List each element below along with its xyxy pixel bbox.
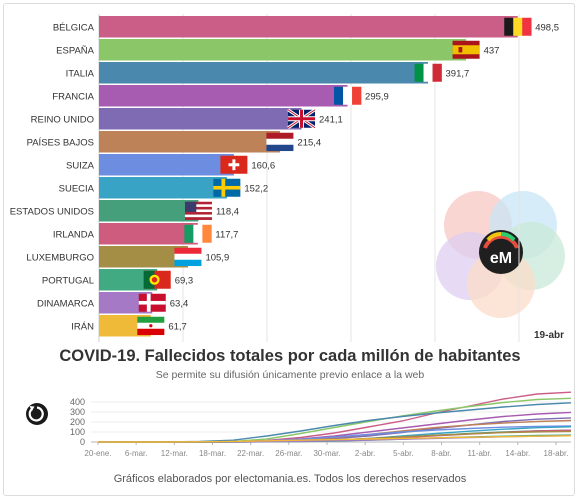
replay-button[interactable] (26, 403, 48, 425)
italy-flag-icon (414, 63, 442, 82)
bar-value-label: 437 (484, 45, 500, 56)
ireland-flag-icon (184, 224, 212, 243)
bar-category-label: ITALIA (66, 68, 95, 79)
bar-row: ESTADOS UNIDOS 118,4 (10, 200, 239, 222)
bar (99, 108, 302, 130)
line-x-tick-label: 18-abr. (544, 449, 569, 458)
bar (99, 177, 227, 199)
line-x-tick-label: 18-mar. (199, 449, 226, 458)
chart-canvas: eM BÉLGICA 498,5 ESPAÑA 437 ITALIA 391,7 FRANC… (10, 14, 572, 485)
footer-credits: Gráficos elaborados por electomania.es. … (114, 473, 467, 485)
line-y-tick-label: 200 (70, 417, 85, 427)
switzerland-flag-icon (220, 155, 248, 174)
bar (99, 62, 429, 84)
netherlands-flag-icon (266, 132, 294, 152)
united-kingdom-flag-icon (287, 108, 316, 129)
bar-value-label: 118,4 (216, 206, 239, 217)
bar-row: ITALIA 391,7 (66, 62, 470, 84)
bar-row: FRANCIA 295,9 (52, 85, 389, 107)
bar-category-label: SUIZA (66, 160, 95, 171)
line-y-tick-label: 400 (70, 397, 85, 407)
bar (99, 269, 158, 291)
line-x-tick-label: 5-abr. (393, 449, 413, 458)
bar (99, 154, 234, 176)
bar-value-label: 117,7 (215, 229, 238, 240)
spain-flag-icon (452, 40, 480, 59)
line-x-tick-label: 26-mar. (275, 449, 302, 458)
bar-category-label: FRANCIA (52, 91, 94, 102)
bar-value-label: 295,9 (365, 91, 389, 102)
line-x-tick-label: 6-mar. (125, 449, 148, 458)
line-x-tick-label: 12-mar. (161, 449, 188, 458)
denmark-flag-icon (138, 293, 166, 312)
line-x-tick-label: 30-mar. (313, 449, 340, 458)
bar-row: IRLANDA 117,7 (53, 223, 238, 245)
bar-value-label: 105,9 (205, 252, 229, 263)
logo-text: eM (490, 250, 512, 267)
united-states-flag-icon (184, 201, 212, 220)
bar-category-label: PAÍSES BAJOS (27, 137, 94, 148)
line-series (98, 435, 572, 443)
line-x-tick-label: 14-abr. (505, 449, 530, 458)
bar-row: IRÁN 61,7 (71, 315, 187, 337)
line-x-tick-label: 20-ene. (84, 449, 111, 458)
bar (99, 223, 198, 245)
bar-row: SUECIA 152,2 (59, 177, 268, 199)
bar (99, 246, 188, 268)
bar-row: BÉLGICA 498,5 (53, 16, 559, 38)
bar-value-label: 63,4 (170, 298, 189, 309)
bar-category-label: PORTUGAL (42, 275, 94, 286)
line-y-tick-label: 100 (70, 427, 85, 437)
bar-row: REINO UNIDO 241,1 (31, 108, 343, 130)
bar (99, 85, 348, 107)
electomania-logo: eM (436, 191, 565, 318)
line-y-tick-label: 0 (80, 437, 85, 447)
bar-value-label: 69,3 (175, 275, 194, 286)
bar-category-label: DINAMARCA (37, 298, 95, 309)
chart-frame: eM BÉLGICA 498,5 ESPAÑA 437 ITALIA 391,7 FRANC… (3, 3, 575, 496)
bar (99, 39, 467, 61)
chart-subtitle: Se permite su difusión únicamente previo… (156, 369, 425, 381)
line-x-tick-label: 11-abr. (468, 449, 492, 458)
bar (99, 200, 199, 222)
line-x-tick-label: 22-mar. (237, 449, 264, 458)
date-label: 19-abr (534, 330, 564, 341)
portugal-flag-icon (143, 270, 171, 289)
bar-value-label: 160,6 (251, 160, 275, 171)
bar-row: PAÍSES BAJOS 215,4 (27, 131, 321, 153)
bar-row: LUXEMBURGO 105,9 (26, 246, 229, 268)
iran-flag-icon (137, 316, 165, 336)
bar-category-label: ESPAÑA (56, 45, 95, 56)
bar-row: ESPAÑA 437 (56, 39, 499, 61)
bar-value-label: 215,4 (297, 137, 321, 148)
bar-category-label: REINO UNIDO (31, 114, 94, 125)
bar-category-label: BÉLGICA (53, 22, 95, 33)
bar-row: DINAMARCA 63,4 (37, 292, 188, 314)
chart-title: COVID-19. Fallecidos totales por cada mi… (59, 347, 520, 365)
bar-value-label: 61,7 (168, 321, 187, 332)
line-x-tick-label: 8-abr. (431, 449, 451, 458)
belgium-flag-icon (504, 17, 532, 36)
bar-category-label: SUECIA (59, 183, 95, 194)
bar-category-label: IRLANDA (53, 229, 95, 240)
bar-row: SUIZA 160,6 (66, 154, 275, 176)
luxembourg-flag-icon (174, 247, 202, 267)
bar-category-label: IRÁN (71, 321, 94, 332)
bar-category-label: ESTADOS UNIDOS (10, 206, 94, 217)
sweden-flag-icon (213, 178, 241, 197)
bar (99, 16, 518, 38)
line-x-tick-label: 2-abr. (355, 449, 375, 458)
bar-row: PORTUGAL 69,3 (42, 269, 193, 291)
bar-value-label: 241,1 (319, 114, 343, 125)
replay-icon (28, 406, 44, 422)
bar (99, 131, 280, 153)
line-y-tick-label: 300 (70, 407, 85, 417)
bar-value-label: 498,5 (535, 22, 559, 33)
bar-category-label: LUXEMBURGO (26, 252, 94, 263)
france-flag-icon (334, 86, 362, 105)
bar-value-label: 152,2 (244, 183, 268, 194)
bar-value-label: 391,7 (446, 68, 470, 79)
